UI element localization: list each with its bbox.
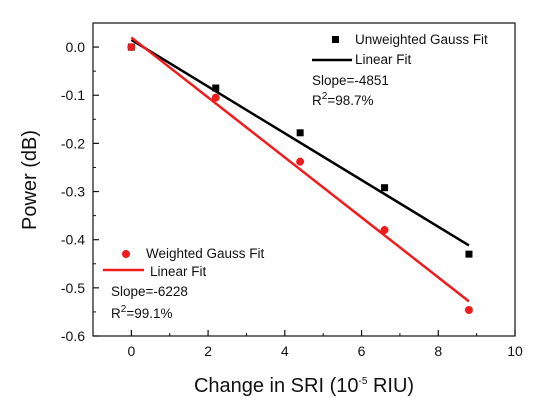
y-tick-label: -0.3 <box>61 184 85 200</box>
point-unweighted <box>296 129 304 137</box>
y-tick-label: -0.6 <box>61 328 85 344</box>
plot-frame <box>92 22 516 337</box>
fit-line-unweighted <box>130 38 470 247</box>
x-tick-label: 6 <box>358 343 366 359</box>
point-unweighted <box>212 84 220 92</box>
legend-fit-label-weighted: Linear Fit <box>150 264 207 279</box>
point-weighted <box>127 43 136 52</box>
point-weighted <box>296 157 305 166</box>
y-axis-title: Power (dB) <box>19 130 41 230</box>
point-unweighted <box>465 250 473 258</box>
x-tick-label: 2 <box>204 343 212 359</box>
legend-unweighted: Unweighted Gauss Fit Linear Fit Slope=-4… <box>312 32 488 108</box>
point-unweighted <box>381 184 389 192</box>
legend-square-marker <box>332 36 339 43</box>
slope-label-weighted: Slope=-6228 <box>111 284 188 299</box>
x-axis-ticks: 0 2 4 6 8 10 <box>92 330 523 359</box>
data-points <box>127 43 473 314</box>
y-axis-ticks: 0.0 -0.1 -0.2 -0.3 -0.4 -0.5 -0.6 <box>61 39 99 344</box>
x-tick-label: 8 <box>434 343 442 359</box>
legend-circle-marker <box>122 250 130 258</box>
slope-label-unweighted: Slope=-4851 <box>312 73 389 88</box>
y-tick-label: -0.1 <box>61 87 85 103</box>
x-tick-label: 4 <box>281 343 289 359</box>
fit-lines <box>130 36 470 303</box>
legend-label-unweighted: Unweighted Gauss Fit <box>355 32 488 47</box>
y-tick-label: -0.2 <box>61 135 85 151</box>
point-weighted <box>464 305 473 314</box>
legend-label-weighted: Weighted Gauss Fit <box>146 246 265 261</box>
x-tick-label: 10 <box>507 343 523 359</box>
x-axis-title: Change in SRI (10-5 RIU) <box>194 375 414 397</box>
x-tick-label: 0 <box>127 343 135 359</box>
fit-line-weighted <box>130 36 470 303</box>
y-tick-label: -0.4 <box>61 232 85 248</box>
legend-fit-label-unweighted: Linear Fit <box>355 52 412 67</box>
r2-label-weighted: R2=99.1% <box>111 304 172 321</box>
r2-label-unweighted: R2=98.7% <box>312 91 373 108</box>
y-tick-label: 0.0 <box>66 39 86 55</box>
y-tick-label: -0.5 <box>61 280 85 296</box>
point-weighted <box>211 93 220 102</box>
legend-weighted: Weighted Gauss Fit Linear Fit Slope=-622… <box>103 246 265 321</box>
point-weighted <box>380 226 389 235</box>
